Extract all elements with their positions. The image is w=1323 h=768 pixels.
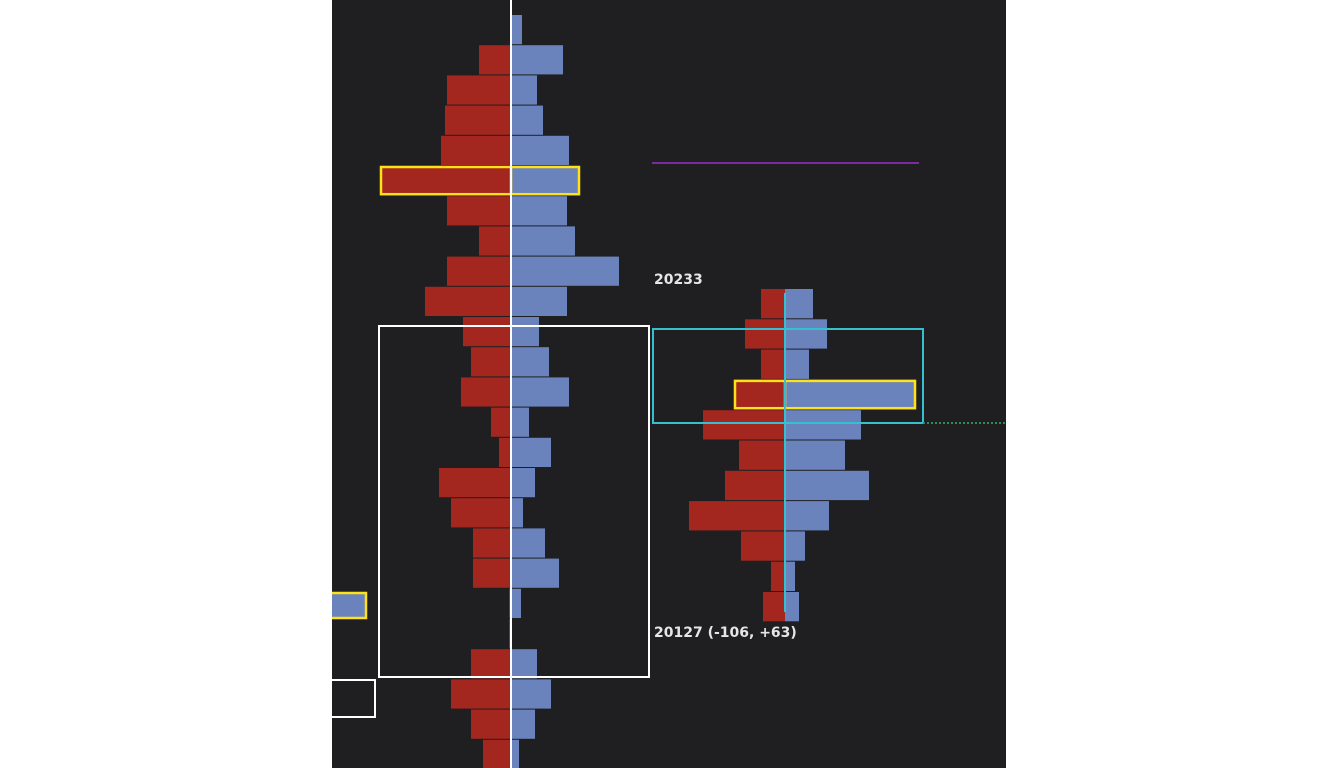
profile-1-sell-bar-9 bbox=[425, 286, 511, 316]
profile-1-buy-bar-8 bbox=[511, 256, 619, 286]
profile-1-sell-bar-3 bbox=[445, 105, 511, 135]
profile-1-sell-bar-1 bbox=[479, 45, 511, 75]
value-area-box-right bbox=[652, 328, 924, 424]
profile-2-buy-bar-1 bbox=[785, 319, 827, 349]
profile-1-sell-bar-8 bbox=[447, 256, 511, 286]
profile-2-buy-bar-2 bbox=[785, 349, 809, 379]
chart-canvas: 20233 20127 (-106, +63) bbox=[332, 0, 1006, 768]
profile-2-sell-bar-1 bbox=[745, 319, 785, 349]
profile-2-buy-bar-7 bbox=[785, 501, 829, 531]
bars-layer bbox=[332, 15, 915, 768]
profile-2-sell-bar-6 bbox=[725, 470, 785, 501]
profile-1-sell-bar-10 bbox=[463, 317, 511, 347]
profile-1-buy-bar-24 bbox=[511, 739, 519, 768]
profile-1-buy-bar-9 bbox=[511, 286, 567, 316]
profile-1-sell-bar-6 bbox=[447, 196, 511, 226]
profile-1-buy-bar-15 bbox=[511, 468, 535, 498]
profile-1-buy-bar-16 bbox=[511, 498, 523, 528]
value-area-box-left bbox=[378, 325, 650, 678]
profile-1-sell-bar-12 bbox=[461, 377, 511, 407]
profile-2-buy-bar-8 bbox=[785, 531, 805, 561]
profile-1-buy-bar-10 bbox=[511, 317, 539, 347]
profile-1-buy-bar-11 bbox=[511, 347, 549, 377]
profile-1-poc-outline bbox=[379, 165, 581, 196]
profile-1-buy-bar-13 bbox=[511, 407, 529, 437]
profile-1-buy-bar-18 bbox=[511, 558, 559, 588]
profile-2-sell-bar-10 bbox=[763, 592, 785, 622]
profile-1-sell-bar-7 bbox=[479, 226, 511, 256]
profile-1-sell-bar-15 bbox=[439, 468, 511, 498]
profile-2-buy-bar-5 bbox=[785, 440, 845, 470]
profile-1-sell-bar-18 bbox=[473, 558, 511, 588]
profile-1-sell-bar-13 bbox=[491, 407, 511, 437]
profile-1-sell-bar-17 bbox=[473, 528, 511, 558]
profile-1-buy-bar-22 bbox=[511, 679, 551, 709]
volume-profile-chart: 20233 20127 (-106, +63) bbox=[332, 0, 1006, 768]
profile-1-buy-bar-17 bbox=[511, 528, 545, 558]
profile-1-sell-bar-21 bbox=[471, 649, 511, 679]
edge-poc-outline bbox=[332, 591, 368, 620]
profile-2-buy-bar-10 bbox=[785, 592, 799, 622]
profile-1-sell-bar-14 bbox=[499, 437, 511, 467]
profile-2-buy-bar-9 bbox=[785, 561, 795, 591]
profile-2-sell-bar-5 bbox=[739, 440, 785, 470]
profile-1-buy-bar-7 bbox=[511, 226, 575, 256]
profile-2-sell-bar-4 bbox=[703, 410, 785, 440]
profile-1-buy-bar-14 bbox=[511, 437, 551, 467]
edge-value-area-box bbox=[332, 679, 376, 718]
profile-2-sell-bar-3 bbox=[735, 379, 785, 410]
profile-2-buy-bar-4 bbox=[785, 410, 861, 440]
price-label-upper: 20233 bbox=[654, 272, 703, 288]
profile-1-sell-bar-24 bbox=[483, 739, 511, 768]
profile-1-buy-bar-12 bbox=[511, 377, 569, 407]
profile-1-buy-bar-6 bbox=[511, 196, 567, 226]
overlay-layer bbox=[332, 0, 1006, 768]
edge-buy-bar bbox=[332, 592, 366, 619]
profile-2-sell-bar-0 bbox=[761, 289, 785, 319]
profile-2-sell-bar-2 bbox=[761, 349, 785, 379]
profile-1-sell-bar-16 bbox=[451, 498, 511, 528]
profile-1-buy-bar-5 bbox=[511, 166, 579, 196]
profile-1-buy-bar-2 bbox=[511, 75, 537, 105]
profile-1-buy-bar-21 bbox=[511, 649, 537, 679]
profile-1-buy-bar-0 bbox=[511, 15, 522, 45]
profile-2-buy-bar-3 bbox=[785, 379, 915, 410]
profile-1-buy-bar-1 bbox=[511, 45, 563, 75]
profile-1-buy-bar-3 bbox=[511, 105, 543, 135]
profile-1-sell-bar-11 bbox=[471, 347, 511, 377]
profile-1-sell-bar-23 bbox=[471, 709, 511, 739]
profile-1-sell-bar-4 bbox=[441, 135, 511, 165]
profile-1-buy-bar-23 bbox=[511, 709, 535, 739]
profile-1-sell-bar-22 bbox=[451, 679, 511, 709]
profile-2-sell-bar-9 bbox=[771, 561, 785, 591]
profile-1-sell-bar-2 bbox=[447, 75, 511, 105]
profile-1-sell-bar-5 bbox=[381, 166, 511, 196]
profile-2-poc-outline bbox=[733, 379, 917, 410]
profile-2-sell-bar-7 bbox=[689, 501, 785, 531]
profile-2-buy-bar-6 bbox=[785, 470, 869, 501]
profile-2-sell-bar-8 bbox=[741, 531, 785, 561]
profile-1-buy-bar-19 bbox=[511, 588, 521, 618]
price-label-lower: 20127 (-106, +63) bbox=[654, 625, 797, 641]
profile-1-buy-bar-4 bbox=[511, 135, 569, 165]
profile-2-buy-bar-0 bbox=[785, 289, 813, 319]
